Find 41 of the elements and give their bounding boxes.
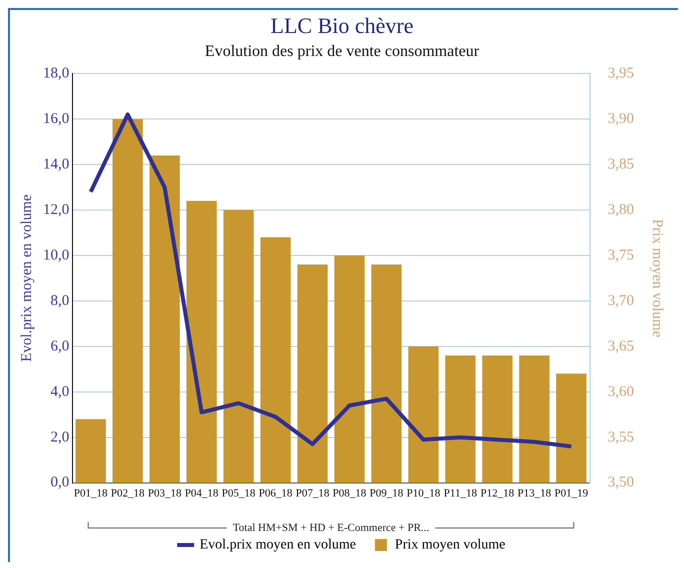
legend-label: Prix moyen volume [394, 538, 506, 553]
y2-tick-label: 3,75 [608, 247, 634, 264]
x-tick-label: P04_18 [184, 487, 219, 500]
x-tick-label: P06_18 [258, 487, 293, 500]
x-tick-label: P10_18 [406, 487, 441, 500]
y-tick-label: 0,0 [50, 474, 70, 491]
y2-tick-label: 3,85 [608, 156, 634, 172]
y-tick-label: 2,0 [50, 429, 70, 446]
y-tick-label: 8,0 [50, 292, 70, 309]
x-tick-label: P07_18 [296, 487, 330, 500]
y2-tick-label: 3,90 [608, 111, 634, 128]
x-tick-label: P02_18 [110, 487, 145, 500]
x-tick-label: P13_18 [517, 487, 552, 500]
x-tick-label: P01_18 [74, 487, 108, 500]
y2-tick-label: 3,65 [608, 338, 634, 354]
x-tick-label: P11_18 [444, 487, 478, 500]
y-tick-label: 4,0 [50, 384, 70, 400]
x-tick-label: P03_18 [148, 487, 182, 500]
chart-title: LLC Bio chèvre [270, 12, 414, 38]
y-tick-label: 14,0 [43, 156, 70, 172]
y2-tick-label: 3,80 [608, 202, 634, 218]
y2-tick-label: 3,50 [608, 474, 634, 491]
x-tick-label: P09_18 [370, 487, 404, 500]
y2-tick-label: 3,95 [608, 66, 634, 82]
legend-label: Evol.prix moyen en volume [200, 538, 356, 553]
y2-tick-label: 3,70 [608, 292, 634, 309]
x-tick-label: P05_18 [222, 487, 256, 500]
x-tick-label: P12_18 [480, 487, 515, 500]
y-tick-label: 6,0 [50, 338, 70, 354]
y-tick-label: 10,0 [43, 247, 70, 264]
text: Total HM+SM + HD + E-Commerce + PR... [232, 522, 430, 534]
y-axis-title: Evol.prix moyen en volume [18, 194, 35, 362]
x-tick-label: P08_18 [332, 487, 367, 500]
x-tick-label: P01_19 [554, 487, 589, 500]
y-tick-label: 18,0 [43, 66, 70, 82]
y2-tick-label: 3,60 [608, 384, 634, 400]
y-tick-label: 16,0 [43, 111, 70, 128]
chart-subtitle: Evolution des prix de vente consommateur [204, 43, 480, 60]
y-tick-label: 12,0 [43, 202, 70, 218]
y2-tick-label: 3,55 [608, 429, 634, 446]
y2-axis-title: Prix moyen volume [649, 219, 666, 338]
